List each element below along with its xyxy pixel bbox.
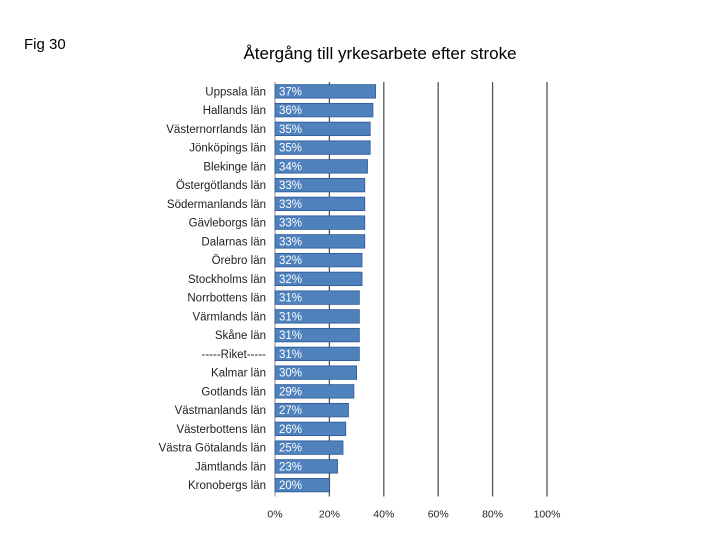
bar: [274, 440, 344, 455]
data-label: 30%: [279, 368, 302, 380]
data-label: 31%: [279, 311, 302, 323]
x-tick-label: 100%: [534, 509, 561, 521]
data-label: 29%: [279, 386, 302, 398]
category-label: Norrbottens län: [187, 293, 266, 305]
x-tick-label: 60%: [428, 509, 449, 521]
data-label: 23%: [279, 461, 302, 473]
data-labels: 37% 36% 35% 35% 34% 33% 33% 33% 33% 32% 32% 31% 31% 3…: [279, 86, 302, 492]
category-label: Västra Götalands län: [159, 443, 266, 455]
bar: [274, 252, 363, 268]
bar: [274, 290, 360, 305]
category-label: Västerbottens län: [176, 424, 266, 436]
data-label: 33%: [279, 218, 302, 230]
data-label: 35%: [279, 143, 302, 155]
bar: [274, 365, 357, 380]
bar: [274, 327, 360, 343]
category-label: Uppsala län: [205, 86, 266, 98]
bar: [274, 234, 366, 249]
bar: [274, 421, 347, 437]
data-label: 31%: [279, 349, 302, 361]
x-tick-label: 80%: [482, 509, 503, 521]
category-label: Västernorrlands län: [166, 124, 266, 136]
data-label: 37%: [279, 86, 302, 98]
category-label: Blekinge län: [203, 161, 266, 173]
bar: [274, 477, 330, 493]
data-label: 36%: [279, 105, 302, 117]
x-tick-labels: 0% 20% 40% 60% 80% 100%: [267, 509, 560, 521]
data-label: 35%: [279, 124, 302, 136]
bar: [274, 309, 360, 324]
category-label: Västmanlands län: [175, 405, 266, 417]
data-label: 25%: [279, 443, 302, 455]
bar: [274, 102, 374, 118]
bars: [274, 84, 377, 493]
bar: [274, 384, 355, 399]
bar: [274, 346, 360, 362]
category-label: Örebro län: [212, 255, 266, 267]
bar: [274, 215, 366, 230]
category-label: Jönköpings län: [189, 143, 266, 155]
category-label: Kronobergs län: [188, 480, 266, 492]
data-label: 32%: [279, 274, 302, 286]
data-label: 33%: [279, 199, 302, 211]
category-label: Hallands län: [203, 105, 266, 117]
data-label: 32%: [279, 255, 302, 267]
data-label: 33%: [279, 180, 302, 192]
bar: [274, 177, 366, 193]
bar: [274, 271, 363, 287]
category-label: Södermanlands län: [167, 199, 266, 211]
bar: [274, 121, 371, 137]
category-label: -----Riket-----: [202, 349, 267, 361]
category-labels: Uppsala län Hallands län Västernorrlands l…: [159, 86, 267, 492]
data-label: 34%: [279, 161, 302, 173]
bar: [274, 402, 349, 418]
bar: [274, 140, 371, 155]
category-label: Dalarnas län: [201, 236, 266, 248]
data-label: 31%: [279, 293, 302, 305]
bar: [274, 84, 377, 99]
category-label: Gotlands län: [201, 386, 266, 398]
data-label: 31%: [279, 330, 302, 342]
data-label: 27%: [279, 405, 302, 417]
figure-label: Fig 30: [24, 36, 66, 53]
category-label: Östergötlands län: [176, 180, 266, 192]
x-tick-label: 0%: [267, 509, 282, 521]
x-tick-label: 40%: [373, 509, 394, 521]
category-label: Gävleborgs län: [189, 218, 266, 230]
category-label: Stockholms län: [188, 274, 266, 286]
data-label: 26%: [279, 424, 302, 436]
bar: [274, 196, 366, 212]
bar: [274, 159, 368, 174]
bar: [274, 459, 338, 474]
category-label: Värmlands län: [192, 311, 266, 323]
data-label: 20%: [279, 480, 302, 492]
chart-title: Återgång till yrkesarbete efter stroke: [243, 44, 517, 63]
x-tick-label: 20%: [319, 509, 340, 521]
category-label: Kalmar län: [211, 368, 266, 380]
category-label: Skåne län: [215, 330, 266, 342]
data-label: 33%: [279, 236, 302, 248]
category-label: Jämtlands län: [195, 461, 266, 473]
